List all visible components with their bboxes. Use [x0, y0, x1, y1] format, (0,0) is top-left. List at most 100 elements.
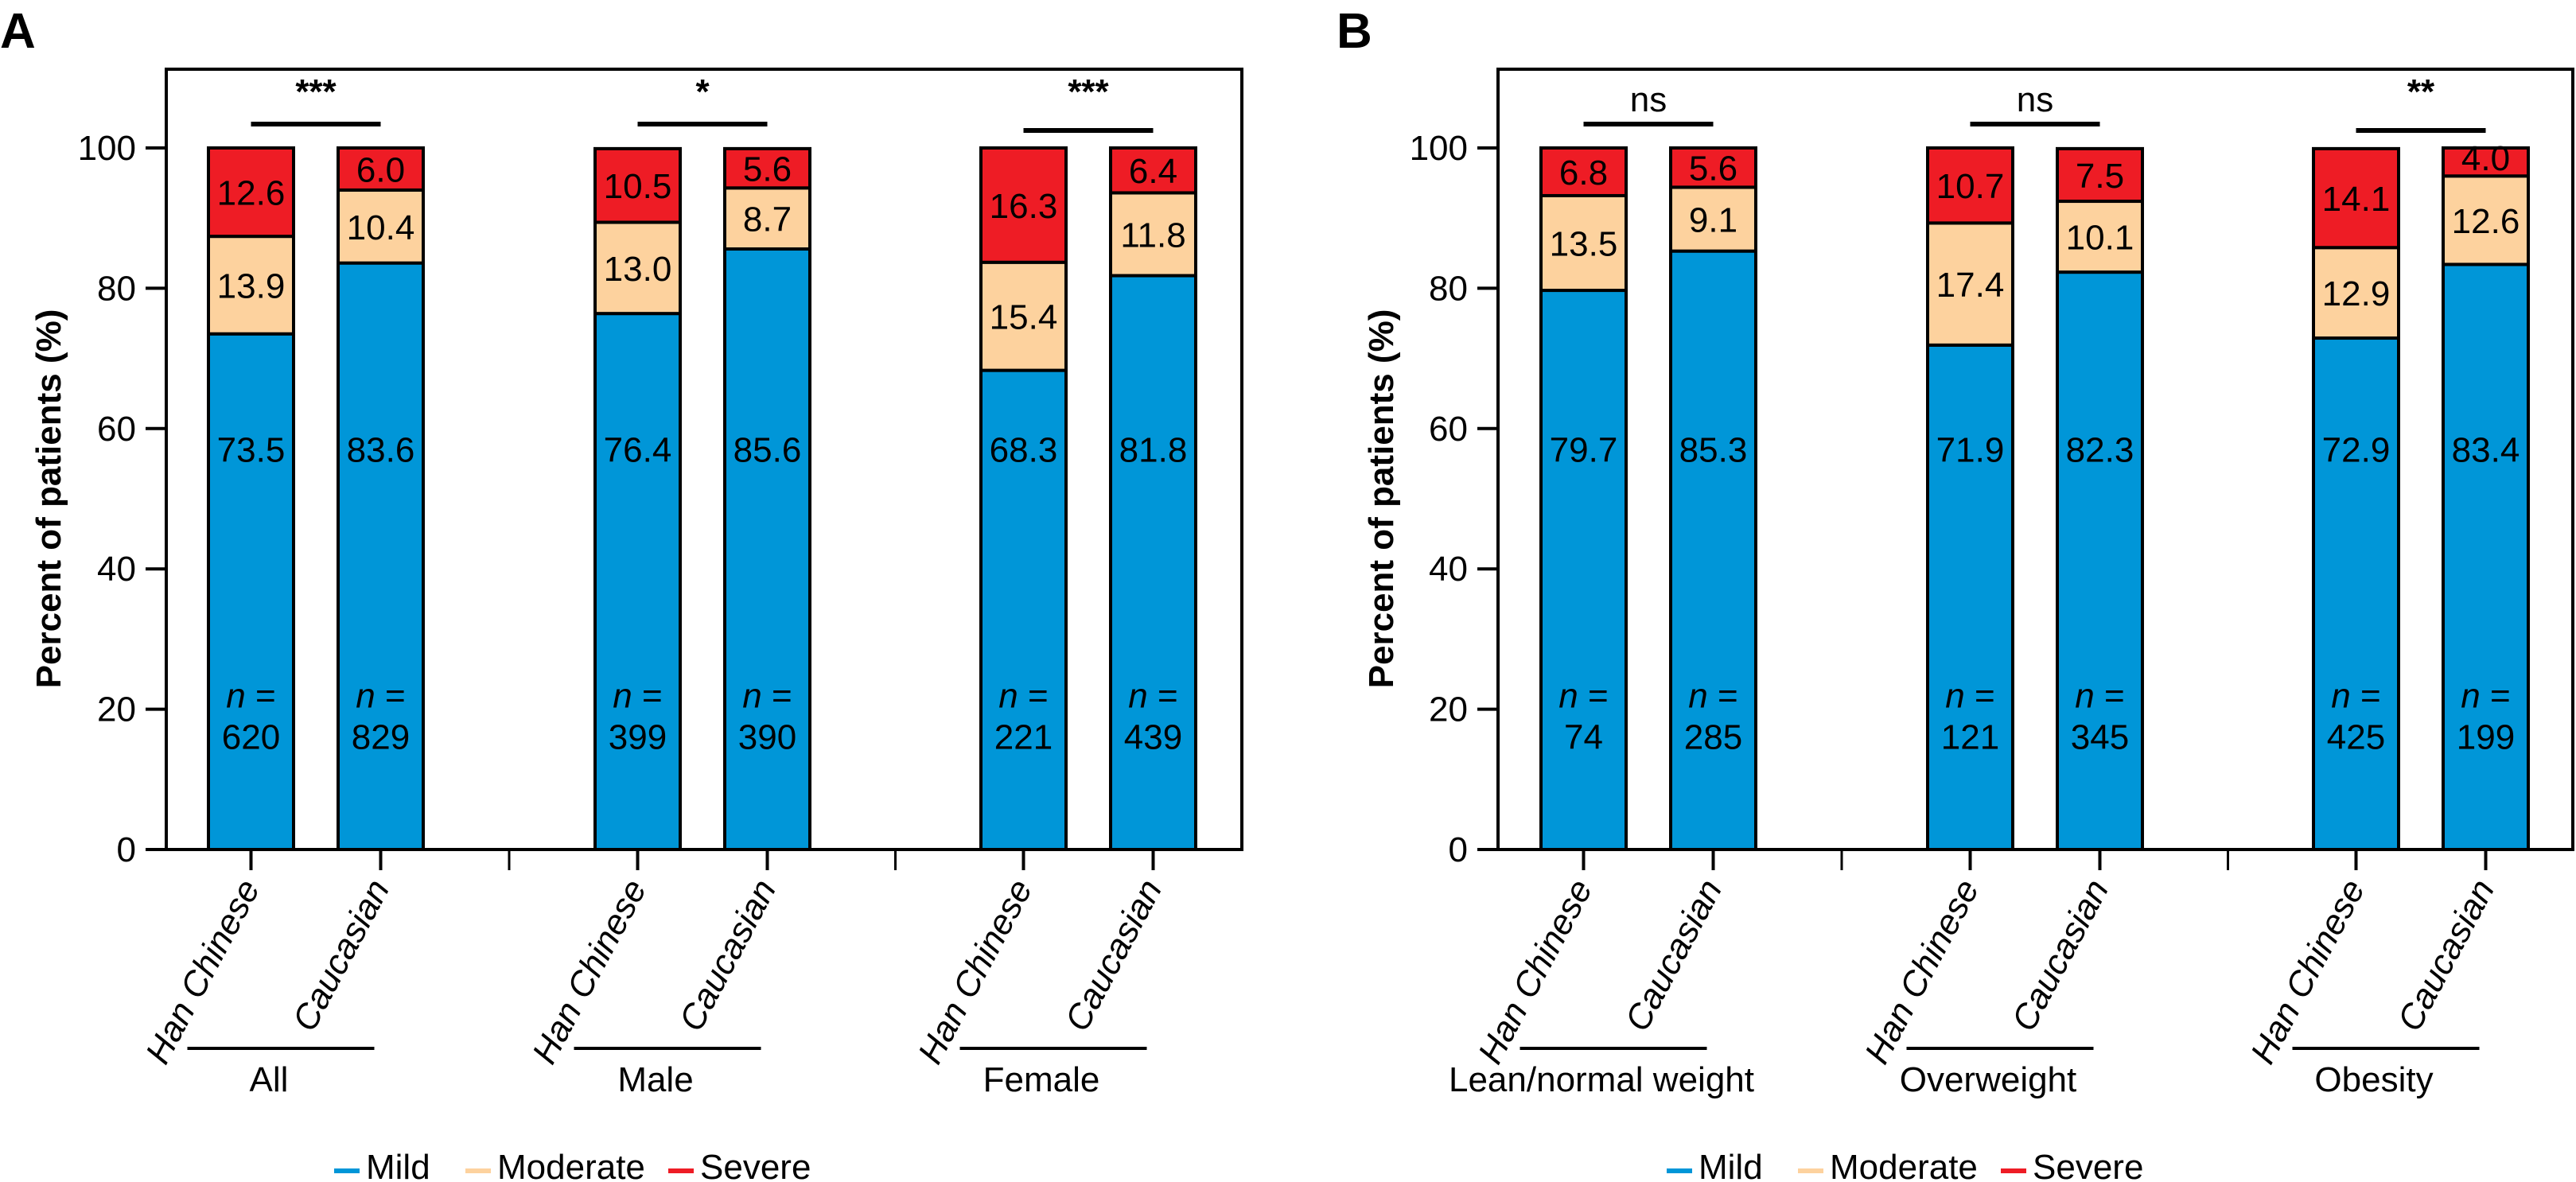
bar-segment-severe — [207, 146, 295, 239]
n-label: n = — [998, 677, 1048, 716]
y-tick-label: 80 — [1429, 269, 1468, 308]
data-label-moderate: 12.9 — [2322, 274, 2391, 313]
bar-segment-moderate — [979, 260, 1068, 372]
panel-letter: B — [1337, 4, 1372, 59]
bar-segment-severe — [2312, 146, 2400, 250]
group-label: Male — [617, 1060, 693, 1099]
data-label-severe: 12.6 — [217, 174, 286, 213]
bar-segment-mild — [2442, 262, 2530, 851]
bar-segment-mild — [593, 312, 682, 852]
y-axis-title: Percent of patients (%) — [29, 309, 68, 689]
bar-segment-moderate — [1669, 185, 1757, 253]
panel-a: A 0 20 40 60 80 100 Percent of patients (%) 73.5… — [0, 4, 1243, 1182]
y-tick-label: 40 — [97, 550, 136, 589]
y-tick-label: 0 — [1449, 830, 1468, 869]
data-label-moderate: 17.4 — [1936, 266, 2005, 305]
y-tick-label: 0 — [117, 830, 136, 869]
x-category-label: Han Chinese — [525, 873, 655, 1071]
n-value: 345 — [2071, 718, 2129, 757]
data-label-mild: 73.5 — [217, 430, 286, 469]
plot-frame — [1496, 68, 2574, 851]
n-label: n = — [742, 677, 792, 716]
data-label-mild: 68.3 — [990, 430, 1058, 469]
legend-label-severe: Severe — [2033, 1148, 2143, 1182]
data-label-severe: 16.3 — [990, 187, 1058, 226]
legend-label-moderate: Moderate — [497, 1148, 645, 1182]
plot-frame — [165, 68, 1243, 851]
data-label-moderate: 10.1 — [2066, 219, 2134, 258]
bar-segment-moderate — [593, 220, 682, 316]
n-label: n = — [356, 677, 405, 716]
group-label: Lean/normal weight — [1449, 1060, 1754, 1099]
y-axis-title: Percent of patients (%) — [1362, 309, 1401, 689]
group-label: Obesity — [2314, 1060, 2433, 1099]
panel-b: B 0 20 40 60 80 100 Percent of patients (%) 79.7… — [1337, 4, 2574, 1182]
data-label-severe: 6.4 — [1129, 152, 1177, 191]
data-label-moderate: 11.8 — [1120, 216, 1185, 255]
x-category-label: Han Chinese — [911, 873, 1041, 1071]
data-label-severe: 7.5 — [2076, 157, 2124, 196]
x-category-label: Han Chinese — [2243, 873, 2373, 1071]
n-label: n = — [1558, 677, 1608, 716]
n-value: 439 — [1124, 718, 1182, 757]
bar-segment-mild — [1109, 274, 1197, 851]
bar-segment-moderate — [1109, 191, 1197, 278]
y-tick-label: 60 — [1429, 410, 1468, 449]
data-label-mild: 79.7 — [1550, 430, 1618, 469]
y-tick-label: 20 — [97, 690, 136, 729]
n-value: 74 — [1564, 718, 1603, 757]
bar-segment-mild — [207, 332, 295, 852]
data-label-mild: 83.4 — [2452, 430, 2520, 469]
x-category-label: Caucasian — [2004, 873, 2116, 1038]
significance-label: * — [695, 72, 710, 111]
data-label-severe: 6.0 — [356, 150, 405, 189]
x-category-label: Han Chinese — [1858, 873, 1987, 1071]
n-label: n = — [1128, 677, 1177, 716]
legend-label-moderate: Moderate — [1830, 1148, 1978, 1182]
n-value: 199 — [2457, 718, 2515, 757]
y-tick-label: 100 — [78, 129, 136, 168]
data-label-mild: 71.9 — [1936, 430, 2005, 469]
group-label: All — [250, 1060, 289, 1099]
data-label-mild: 81.8 — [1119, 430, 1188, 469]
bar-segment-moderate — [723, 186, 811, 251]
significance-label: ns — [1630, 80, 1667, 119]
y-tick-label: 20 — [1429, 690, 1468, 729]
n-label: n = — [1688, 677, 1737, 716]
data-label-mild: 83.6 — [347, 430, 415, 469]
data-label-moderate: 9.1 — [1689, 201, 1737, 240]
bar-segment-mild — [1926, 343, 2014, 852]
data-label-moderate: 13.0 — [604, 250, 672, 289]
bar-segment-moderate — [337, 188, 425, 265]
data-label-moderate: 13.9 — [217, 266, 286, 305]
n-label: n = — [2331, 677, 2380, 716]
bar-segment-mild — [1669, 249, 1757, 851]
bar-segment-severe — [1109, 146, 1197, 195]
data-label-severe: 6.8 — [1559, 154, 1608, 192]
data-label-mild: 72.9 — [2322, 430, 2391, 469]
bar-segment-mild — [2056, 270, 2144, 851]
bar-segment-severe — [593, 146, 682, 224]
data-label-severe: 5.6 — [743, 150, 792, 189]
n-value: 390 — [738, 718, 796, 757]
significance-label: *** — [1068, 72, 1109, 111]
n-value: 121 — [1941, 718, 1999, 757]
n-value: 285 — [1684, 718, 1742, 757]
data-label-mild: 85.3 — [1679, 430, 1748, 469]
bar-segment-severe — [2442, 146, 2530, 178]
y-tick-label: 60 — [97, 410, 136, 449]
legend-label-severe: Severe — [700, 1148, 811, 1182]
data-label-severe: 14.1 — [2322, 180, 2391, 219]
data-label-severe: 10.7 — [1936, 167, 2005, 206]
bar-segment-severe — [337, 146, 425, 192]
data-label-mild: 76.4 — [604, 430, 672, 469]
x-category-label: Caucasian — [671, 873, 784, 1038]
group-label: Female — [983, 1060, 1100, 1099]
data-label-severe: 4.0 — [2461, 139, 2510, 178]
group-label: Overweight — [1900, 1060, 2077, 1099]
bar-segment-severe — [1539, 146, 1628, 197]
data-label-moderate: 12.6 — [2452, 202, 2520, 241]
bar-segment-mild — [2312, 336, 2400, 852]
data-label-moderate: 13.5 — [1550, 225, 1618, 264]
